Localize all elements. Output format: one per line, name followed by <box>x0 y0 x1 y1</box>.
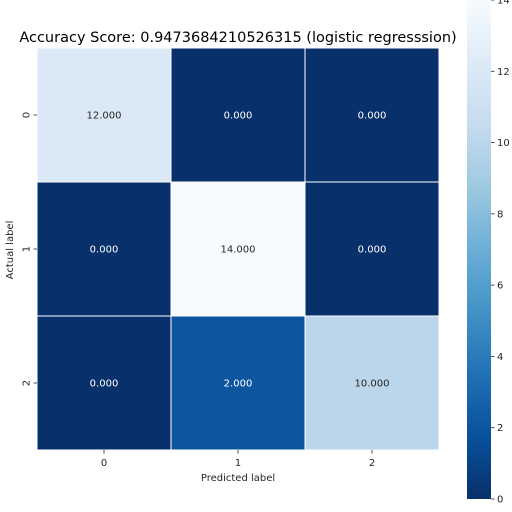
heatmap-cell-0-0 <box>36 47 172 183</box>
colorbar <box>467 0 491 499</box>
heatmap-cell-0-1 <box>170 47 306 183</box>
colorbar-ticks: 0 2 4 6 8 10 12 14 <box>491 0 510 506</box>
x-axis-ticks: 0 1 2 <box>101 450 375 469</box>
x-tick-label-0: 0 <box>101 458 107 469</box>
colorbar-tick-label-5: 10 <box>497 138 510 149</box>
x-tick-label-2: 2 <box>369 458 375 469</box>
cell-value-label-2-0: 0.000 <box>90 379 119 390</box>
x-tick-label-1: 1 <box>235 458 241 469</box>
chart-title: Accuracy Score: 0.9473684210526315 (logi… <box>19 30 456 46</box>
cell-value-label-1-1: 14.000 <box>221 245 256 256</box>
heatmap-cell-1-1 <box>170 181 306 317</box>
y-axis-ticks: 0 1 2 <box>22 112 37 386</box>
heatmap-cell-1-0 <box>36 181 172 317</box>
cell-value-label-1-2: 0.000 <box>358 245 387 256</box>
cell-value-label-2-2: 10.000 <box>355 379 390 390</box>
y-tick-label-1: 1 <box>22 246 33 252</box>
colorbar-tick-label-2: 4 <box>497 352 503 363</box>
y-tick-label-2: 2 <box>22 380 33 386</box>
colorbar-tick-label-3: 6 <box>497 281 503 292</box>
y-tick-label-0: 0 <box>22 112 33 118</box>
colorbar-tick-label-6: 12 <box>497 67 510 78</box>
colorbar-tick-label-4: 8 <box>497 209 503 220</box>
cell-value-label-0-0: 12.000 <box>87 111 122 122</box>
heatmap-cell-0-2 <box>304 47 440 183</box>
colorbar-tick-label-1: 2 <box>497 423 503 434</box>
x-axis-label: Predicted label <box>201 473 275 484</box>
cell-value-label-2-1: 2.000 <box>224 379 253 390</box>
heatmap-cell-1-2 <box>304 181 440 317</box>
cell-value-label-0-2: 0.000 <box>358 111 387 122</box>
heatmap-cell-2-1 <box>170 315 306 451</box>
y-axis-label: Actual label <box>5 221 16 280</box>
cell-value-label-1-0: 0.000 <box>90 245 119 256</box>
colorbar-tick-label-7: 14 <box>497 0 510 7</box>
heatmap-cells: 12.000 0.000 0.000 0.000 14.000 0.000 0.000 2.0… <box>36 47 440 451</box>
cell-value-label-0-1: 0.000 <box>224 111 253 122</box>
colorbar-tick-label-0: 0 <box>497 495 503 506</box>
